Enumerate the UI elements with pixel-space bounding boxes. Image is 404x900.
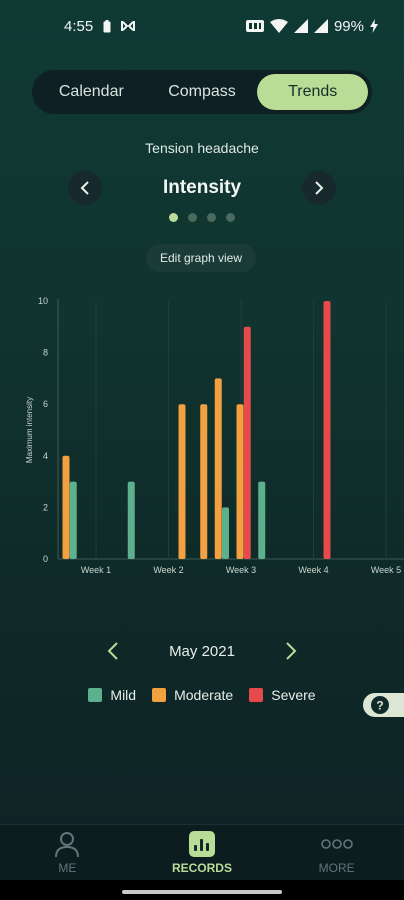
- y-tick-label: 10: [38, 296, 48, 306]
- previous-month-button[interactable]: [106, 641, 120, 661]
- y-tick-label: 8: [43, 348, 48, 358]
- y-tick-label: 4: [43, 451, 48, 461]
- chevron-right-icon: [315, 181, 324, 195]
- nav-me[interactable]: ME: [12, 830, 122, 875]
- wifi-icon: [269, 19, 288, 33]
- legend-label: Severe: [271, 687, 316, 703]
- condition-name: Tension headache: [145, 140, 259, 156]
- nav-more[interactable]: MORE: [282, 830, 392, 875]
- question-icon: ?: [371, 696, 389, 714]
- metric-title: Intensity: [162, 177, 242, 198]
- y-axis-title: Maximum intensity: [25, 397, 34, 463]
- bar-mild: [127, 481, 135, 559]
- signal-icon: [245, 19, 264, 33]
- legend-item-severe: Severe: [249, 687, 316, 703]
- legend-item-moderate: Moderate: [152, 687, 233, 703]
- chevron-right-icon: [286, 642, 297, 660]
- nav-label: RECORDS: [171, 861, 232, 875]
- legend-label: Mild: [110, 687, 137, 703]
- next-metric-button[interactable]: [302, 171, 336, 205]
- edit-graph-view-button[interactable]: Edit graph view: [146, 244, 256, 272]
- chart-svg: Week 1 Week 2 Week 3 Week 4 Week 5 0 2 4 6 8 10 Max…: [25, 296, 404, 575]
- battery-icon: [103, 19, 111, 33]
- charging-icon: [370, 19, 378, 33]
- bottom-navigation: ME RECORDS MORE: [0, 824, 404, 880]
- previous-metric-button[interactable]: [68, 171, 102, 205]
- month-navigator: May 2021: [106, 636, 298, 666]
- bar-moderate: [200, 404, 208, 559]
- chevron-left-icon: [80, 181, 89, 195]
- legend-label: Moderate: [174, 687, 234, 703]
- bar-mild: [222, 507, 229, 559]
- bar-severe: [323, 301, 331, 559]
- page-dot[interactable]: [169, 213, 178, 222]
- home-gesture-bar[interactable]: [122, 890, 282, 894]
- nav-records[interactable]: RECORDS: [147, 830, 257, 875]
- cell-signal-icon: [293, 19, 308, 33]
- tab-calendar[interactable]: Calendar: [58, 83, 124, 100]
- next-month-button[interactable]: [284, 641, 298, 661]
- status-time: 4:55: [64, 17, 94, 35]
- view-tabs: Calendar Compass Trends: [32, 70, 372, 114]
- bar-moderate: [62, 455, 70, 559]
- bar-severe: [243, 326, 251, 559]
- chevron-left-icon: [107, 642, 118, 660]
- legend-swatch-moderate: [152, 688, 167, 702]
- y-tick-label: 6: [43, 399, 48, 409]
- bar-moderate: [214, 378, 222, 559]
- tab-compass[interactable]: Compass: [168, 83, 236, 100]
- legend-swatch-severe: [249, 688, 264, 702]
- cell-signal-icon-2: [313, 19, 328, 33]
- legend-swatch-mild: [88, 688, 103, 702]
- chart-legend: Mild Moderate Severe: [0, 687, 404, 703]
- page-dot[interactable]: [226, 213, 235, 222]
- more-dots-icon: [320, 830, 353, 858]
- bar-mild: [69, 481, 77, 559]
- metric-selector: Intensity: [68, 170, 336, 206]
- legend-item-mild: Mild: [88, 687, 136, 703]
- page-dot[interactable]: [207, 213, 216, 222]
- y-tick-label: 0: [43, 554, 48, 564]
- x-tick-label: Week 2: [153, 565, 183, 575]
- x-tick-label: Week 5: [371, 565, 401, 575]
- status-bar: 4:55 99%: [0, 0, 404, 52]
- notification-icon: [121, 20, 136, 32]
- y-tick-label: 2: [43, 502, 48, 512]
- bar-mild: [258, 481, 266, 559]
- bar-moderate: [178, 404, 186, 559]
- x-tick-label: Week 1: [81, 565, 111, 575]
- month-label: May 2021: [169, 642, 235, 660]
- x-tick-label: Week 4: [298, 565, 328, 575]
- nav-label: MORE: [318, 861, 355, 875]
- bar-chart-icon: [188, 830, 215, 858]
- battery-percent: 99%: [333, 17, 364, 35]
- nav-label: ME: [58, 861, 77, 875]
- x-tick-label: Week 3: [226, 565, 256, 575]
- tab-trends[interactable]: Trends: [257, 74, 369, 110]
- svg-text:?: ?: [376, 699, 383, 713]
- person-icon: [53, 830, 81, 858]
- page-indicator: [0, 213, 404, 222]
- page-dot[interactable]: [188, 213, 197, 222]
- intensity-chart: Week 1 Week 2 Week 3 Week 4 Week 5 0 2 4 6 8 10 Max…: [0, 286, 404, 586]
- bar-moderate: [236, 404, 244, 559]
- help-button[interactable]: ?: [363, 693, 404, 717]
